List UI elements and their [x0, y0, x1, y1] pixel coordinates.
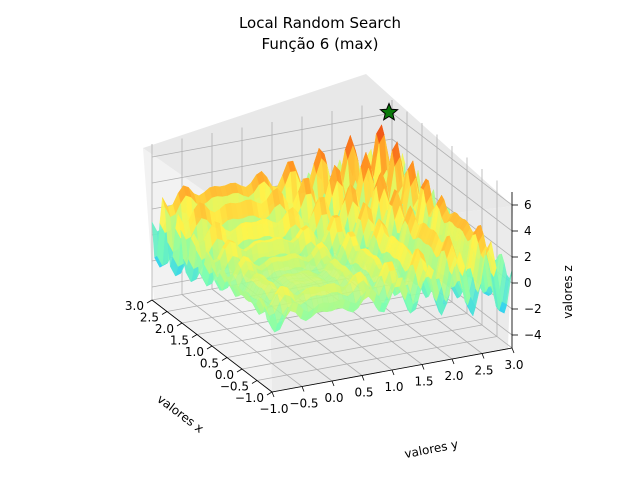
surface-patch — [269, 313, 278, 333]
x-tick-label: 0.0 — [215, 368, 234, 382]
y-tick-mark — [391, 369, 395, 376]
z-axis-label: valores z — [561, 265, 575, 319]
z-tick-label: −2 — [524, 302, 542, 316]
best-point-marker — [379, 102, 399, 121]
y-tick-label: 1.5 — [414, 375, 433, 389]
x-tick-mark — [206, 345, 213, 350]
y-tick-mark — [451, 358, 455, 365]
x-tick-label: 1.0 — [185, 345, 204, 359]
grid-line — [391, 138, 513, 232]
y-tick-mark — [361, 375, 365, 381]
y-tick-label: 0.0 — [324, 391, 343, 405]
chart-subtitle: Função 6 (max) — [262, 35, 379, 53]
grid-line — [391, 112, 513, 206]
x-tick-label: 2.5 — [140, 311, 159, 325]
x-tick-label: 3.0 — [125, 299, 144, 313]
y-tick-label: −1.0 — [259, 402, 288, 416]
surface-plot — [151, 124, 513, 333]
x-tick-label: 2.0 — [155, 322, 174, 336]
y-tick-label: 1.0 — [384, 380, 403, 394]
y-axis-label: valores y — [403, 437, 459, 461]
z-tick-label: 0 — [524, 276, 532, 290]
x-tick-label: 1.5 — [170, 334, 189, 348]
x-tick-mark — [266, 391, 273, 396]
x-tick-mark — [236, 368, 243, 373]
y-tick-label: 0.5 — [354, 386, 373, 400]
grid-line — [211, 288, 333, 382]
x-tick-mark — [176, 322, 183, 327]
z-tick-label: −4 — [524, 328, 542, 342]
y-tick-mark — [511, 347, 515, 354]
star-marker — [379, 102, 399, 121]
x-tick-mark — [146, 299, 153, 304]
x-tick-mark — [221, 357, 228, 361]
y-tick-label: −0.5 — [289, 397, 318, 411]
x-tick-label: −0.5 — [220, 380, 249, 394]
x-tick-mark — [191, 334, 198, 338]
grid-line — [151, 112, 393, 158]
x-tick-mark — [251, 380, 258, 384]
y-tick-mark — [301, 386, 305, 392]
x-tick-label: 0.5 — [200, 357, 219, 371]
chart-title: Local Random Search — [239, 14, 401, 32]
x-axis-label: valores x — [154, 392, 206, 436]
y-tick-mark — [331, 380, 335, 387]
y-tick-mark — [271, 391, 275, 398]
z-tick-label: 6 — [524, 198, 532, 212]
y-tick-label: 3.0 — [504, 358, 523, 372]
tick-labels: −1.0−0.50.00.51.01.52.02.53.0−1.0 −0.5 0.0… — [125, 198, 542, 416]
y-tick-label: 2.5 — [474, 364, 493, 378]
y-tick-mark — [421, 364, 425, 370]
y-tick-label: 2.0 — [444, 369, 463, 383]
grid-line — [181, 294, 303, 387]
x-tick-label: −1.0 — [235, 391, 264, 405]
y-tick-mark — [481, 353, 485, 359]
z-tick-label: 4 — [524, 224, 532, 238]
z-tick-label: 2 — [524, 250, 532, 264]
x-tick-mark — [161, 311, 168, 315]
